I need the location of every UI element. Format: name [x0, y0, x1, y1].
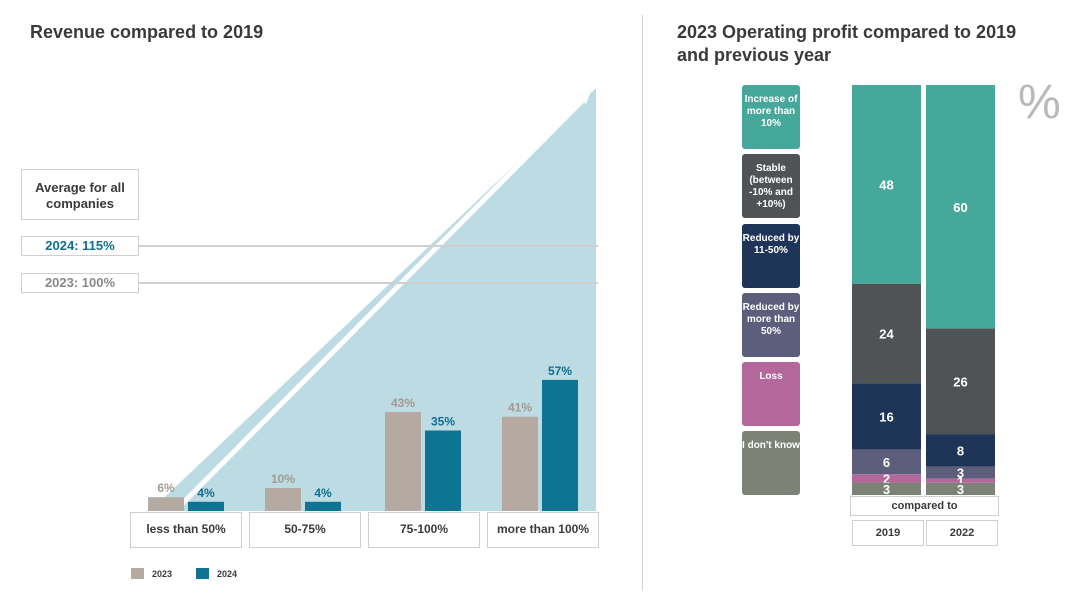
average-box: Average for all companies: [21, 169, 139, 220]
segment-label-2022-5: 1: [957, 474, 964, 489]
panel-divider: [642, 15, 643, 590]
right-chart-title: 2023 Operating profit compared to 2019 a…: [677, 22, 1017, 65]
reference-2024-label: 2024: 115%: [21, 236, 139, 256]
bar-2023-2: [265, 488, 301, 511]
segment-2022-4: [926, 466, 995, 479]
segment-label-2022-4: 3: [957, 466, 964, 481]
segment-label-2019-6: 3: [883, 482, 890, 497]
segment-label-2019-5: 2: [883, 471, 890, 486]
segment-label-2022-6: 3: [957, 482, 964, 497]
growth-arrow-head: [576, 86, 593, 104]
bar-2023-4: [502, 416, 538, 511]
profit-category-2: Stable (between -10% and +10%): [742, 154, 800, 218]
percent-unit-label: %: [1018, 76, 1061, 129]
growth-arrow-line: [180, 96, 587, 506]
category-label-1: less than 50%: [130, 512, 242, 548]
segment-2019-1: [852, 85, 921, 284]
category-label-2: 50-75%: [249, 512, 361, 548]
compared-to-label: compared to: [850, 496, 999, 516]
segment-label-2019-2: 24: [879, 326, 894, 341]
label-2024-3: 35%: [431, 415, 455, 429]
segment-2019-6: [852, 482, 921, 495]
label-2023-1: 6%: [157, 481, 175, 495]
segment-2022-5: [926, 478, 995, 483]
segment-2022-6: [926, 482, 995, 495]
segment-label-2019-4: 6: [883, 455, 890, 470]
segment-2022-2: [926, 328, 995, 435]
bar-2023-3: [385, 412, 421, 511]
profit-category-3: Reduced by 11-50%: [742, 224, 800, 288]
segment-label-2022-1: 60: [953, 200, 967, 215]
label-2024-1: 4%: [197, 486, 215, 500]
segment-2022-3: [926, 434, 995, 467]
bar-2024-2: [305, 501, 341, 511]
bar-2024-3: [425, 430, 461, 511]
segment-2019-4: [852, 449, 921, 475]
segment-2022-1: [926, 85, 995, 329]
legend-2024-swatch: [196, 568, 209, 579]
segment-label-2022-2: 26: [953, 374, 967, 389]
column-label-2022: 2022: [926, 520, 998, 546]
segment-2019-3: [852, 383, 921, 450]
segment-label-2019-1: 48: [879, 177, 893, 192]
label-2023-2: 10%: [271, 472, 295, 486]
category-label-4: more than 100%: [487, 512, 599, 548]
column-label-2019: 2019: [852, 520, 924, 546]
bar-2023-1: [148, 497, 184, 511]
legend-2023-label: 2023: [152, 568, 173, 579]
segment-2019-2: [852, 283, 921, 384]
label-2023-3: 43%: [391, 396, 415, 410]
growth-triangle: [150, 88, 596, 511]
label-2024-4: 57%: [548, 364, 572, 378]
segment-2019-5: [852, 474, 921, 483]
profit-category-6: I don't know: [742, 431, 800, 495]
bar-2024-4: [542, 379, 578, 511]
profit-category-4: Reduced by more than 50%: [742, 293, 800, 357]
left-chart-title: Revenue compared to 2019: [30, 22, 264, 42]
legend-2023: 2023: [131, 568, 172, 579]
bar-2024-1: [188, 501, 224, 511]
legend-2023-swatch: [131, 568, 144, 579]
label-2023-4: 41%: [508, 401, 532, 415]
label-2024-2: 4%: [314, 486, 332, 500]
reference-2023-label: 2023: 100%: [21, 273, 139, 293]
profit-category-1: Increase of more than 10%: [742, 85, 800, 149]
segment-label-2022-3: 8: [957, 443, 964, 458]
legend-2024: 2024: [196, 568, 237, 579]
legend-2024-label: 2024: [217, 568, 238, 579]
segment-label-2019-3: 16: [879, 409, 893, 424]
profit-category-5: Loss: [742, 362, 800, 426]
category-label-3: 75-100%: [368, 512, 480, 548]
